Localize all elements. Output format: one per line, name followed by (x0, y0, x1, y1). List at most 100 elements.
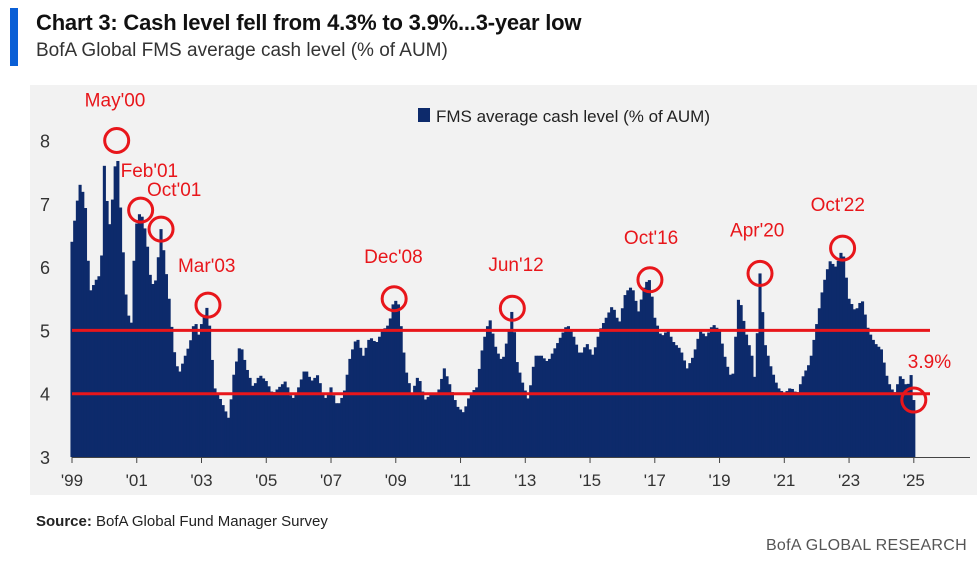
bar (421, 391, 425, 457)
bar (645, 281, 649, 457)
bar (531, 366, 535, 457)
bar (399, 326, 403, 457)
bar (480, 350, 484, 457)
bar (825, 269, 830, 457)
bar (796, 392, 800, 457)
bar (259, 375, 263, 457)
bar (307, 376, 311, 457)
bar (396, 304, 401, 457)
bar (361, 355, 365, 457)
annotation-circle (127, 196, 155, 224)
bar (785, 391, 789, 457)
bar (847, 298, 851, 457)
bar (229, 399, 233, 457)
bar (545, 360, 549, 457)
bar (893, 392, 897, 457)
bar (607, 312, 611, 457)
bar (601, 323, 606, 457)
bar (548, 358, 552, 457)
bar (583, 347, 587, 457)
bar (618, 321, 622, 457)
bar (235, 361, 239, 457)
bar (842, 256, 846, 457)
axes: 3 4 5 6 7 8 '99 '01 '03 '05 '07 '09 '11 '13 '15 '17 '19 '… (40, 132, 970, 490)
bar (793, 391, 797, 457)
y-tick-label: 8 (40, 132, 50, 152)
bar (394, 300, 398, 457)
bar (75, 200, 79, 457)
bar (199, 324, 204, 457)
bar (251, 385, 255, 457)
bar (782, 393, 786, 457)
bar (680, 352, 684, 457)
bar (534, 355, 538, 457)
annotation-circle (900, 386, 928, 414)
bar (817, 308, 821, 457)
bar (485, 326, 490, 457)
bar (742, 320, 746, 457)
bar (758, 273, 762, 457)
bar (127, 315, 131, 457)
bar (691, 357, 695, 457)
annotation-circle (194, 291, 222, 319)
bar (539, 355, 544, 457)
bar (405, 372, 409, 457)
bar (456, 406, 460, 457)
bar (639, 299, 643, 457)
bar (469, 392, 473, 457)
bar (108, 224, 112, 457)
bar (658, 333, 662, 457)
bar (523, 390, 527, 457)
bar (696, 338, 700, 457)
bar (162, 250, 166, 457)
bar (812, 339, 816, 457)
bar (197, 334, 201, 457)
bar (647, 280, 651, 457)
annotation-label: Mar'03 (178, 256, 235, 277)
bar (332, 395, 336, 457)
bar (262, 378, 266, 457)
bar (221, 405, 225, 457)
bar (240, 349, 244, 457)
bar (593, 347, 597, 457)
bar (642, 287, 646, 457)
legend-swatch (418, 108, 430, 122)
bar (116, 160, 120, 457)
x-tick-label: '07 (320, 471, 342, 490)
bar (386, 325, 390, 457)
bar (871, 339, 875, 457)
bar (86, 260, 90, 457)
bar (178, 371, 182, 457)
bar (574, 344, 579, 457)
bar (167, 298, 171, 457)
bar (874, 344, 878, 457)
bar (291, 397, 295, 457)
bar (324, 397, 328, 457)
bar (297, 387, 301, 457)
bar (156, 257, 160, 457)
bar (364, 347, 368, 457)
bar (712, 325, 716, 457)
bar (901, 378, 905, 457)
bar (270, 391, 274, 457)
bar (124, 294, 128, 457)
bar (351, 349, 355, 457)
bar (655, 325, 660, 457)
source-label: Source: (36, 513, 92, 530)
x-tick-label: '13 (514, 471, 536, 490)
bar (70, 241, 74, 457)
legend: FMS average cash level (% of AUM) (418, 107, 710, 126)
bar (100, 255, 104, 457)
bar (81, 191, 85, 458)
bar (172, 352, 177, 457)
bar (620, 308, 624, 457)
bar (102, 165, 106, 457)
bar (860, 301, 865, 457)
bar (154, 280, 158, 457)
bar (790, 388, 794, 457)
x-tick-label: '01 (126, 471, 148, 490)
bar (763, 345, 767, 457)
bar (137, 214, 142, 457)
